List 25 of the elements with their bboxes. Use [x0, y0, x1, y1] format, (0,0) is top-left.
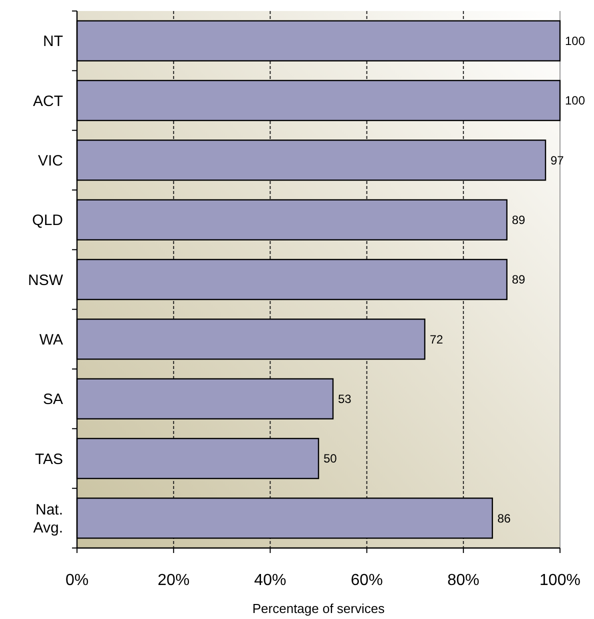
- data-label: 89: [512, 272, 526, 287]
- data-label: 53: [338, 392, 352, 406]
- y-tick-label: TAS: [34, 450, 63, 468]
- data-label: 89: [512, 213, 526, 228]
- data-label: 72: [430, 332, 444, 346]
- y-tick-label: NT: [43, 33, 63, 50]
- data-label: 100: [565, 34, 586, 48]
- x-tick-label: 60%: [350, 572, 383, 589]
- x-axis-title: Percentage of services: [252, 601, 386, 616]
- y-tick-label: VIC: [38, 152, 64, 170]
- y-tick-label: WA: [39, 331, 63, 348]
- x-tick-label: 100%: [540, 572, 580, 589]
- y-tick-label: Nat. Avg.: [33, 501, 63, 536]
- data-label: 97: [550, 153, 564, 168]
- x-tick-label: 40%: [254, 572, 286, 589]
- x-tick-label: 20%: [158, 572, 190, 589]
- y-tick-label: QLD: [32, 212, 64, 230]
- y-tick-label: ACT: [33, 92, 63, 110]
- y-tick-label: NSW: [28, 272, 64, 289]
- y-tick-label: SA: [42, 391, 63, 408]
- data-label: 100: [565, 94, 586, 108]
- x-tick-label: 80%: [447, 572, 480, 589]
- data-label: 50: [324, 452, 338, 466]
- data-label: 86: [497, 511, 512, 526]
- x-tick-label: 0%: [65, 572, 89, 589]
